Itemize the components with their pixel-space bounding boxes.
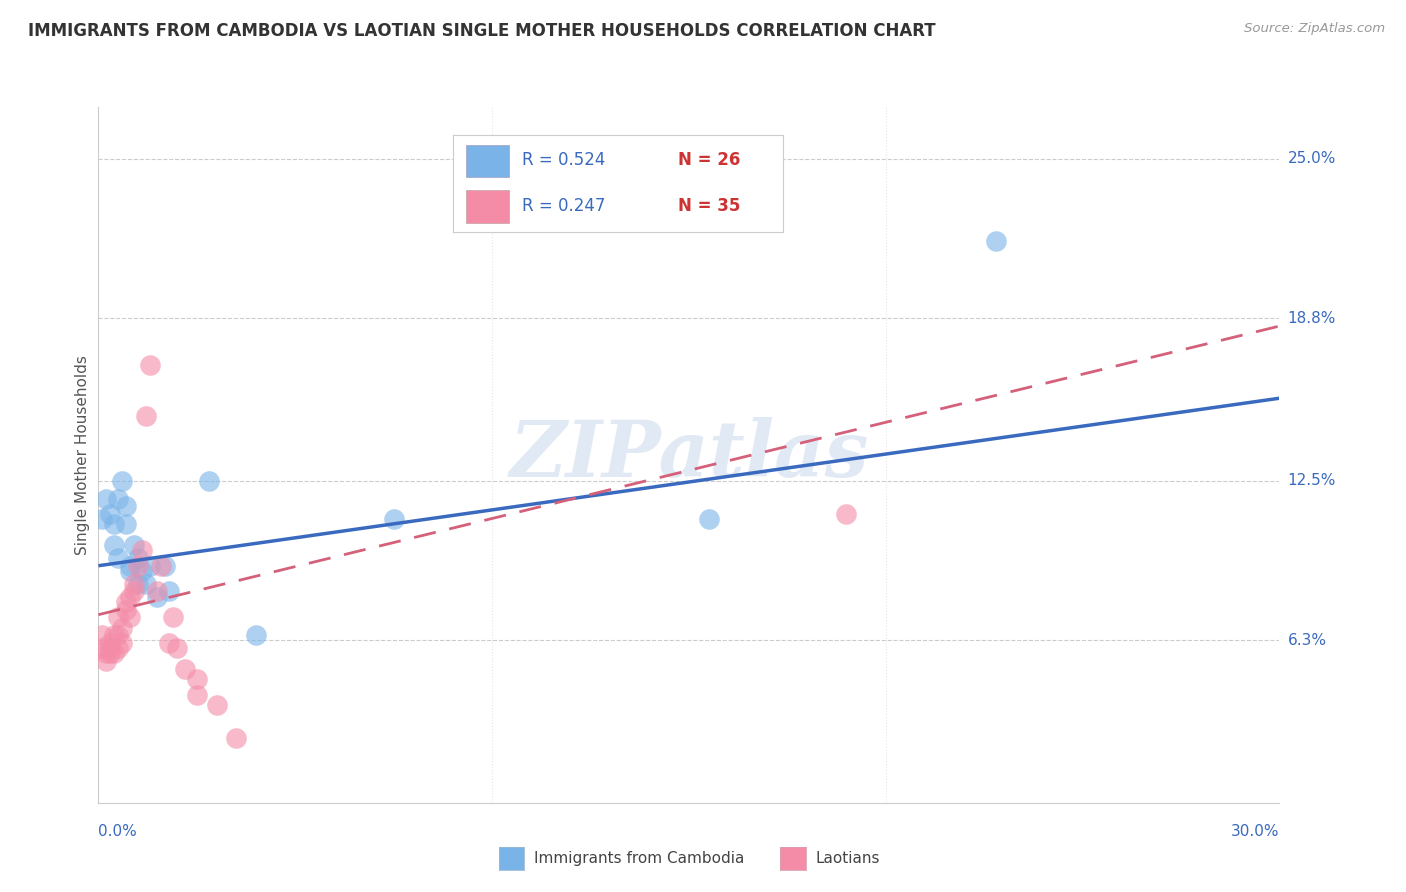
Point	[103, 646, 125, 660]
Point	[157, 636, 180, 650]
Text: R = 0.524: R = 0.524	[522, 152, 606, 169]
Text: Source: ZipAtlas.com: Source: ZipAtlas.com	[1244, 22, 1385, 36]
Text: N = 35: N = 35	[678, 197, 740, 215]
Point	[118, 610, 141, 624]
Text: 12.5%: 12.5%	[1288, 473, 1336, 488]
Point	[122, 576, 145, 591]
Point	[115, 595, 138, 609]
Point	[205, 698, 228, 712]
Point	[96, 646, 118, 660]
FancyBboxPatch shape	[465, 145, 509, 177]
Text: 30.0%: 30.0%	[1232, 823, 1279, 838]
Point	[197, 474, 219, 488]
Point	[115, 602, 138, 616]
Point	[98, 641, 121, 656]
Point	[91, 628, 114, 642]
Y-axis label: Single Mother Households: Single Mother Households	[75, 355, 90, 555]
Point	[155, 558, 177, 573]
Point	[127, 558, 149, 573]
Point	[115, 517, 138, 532]
Text: Laotians: Laotians	[815, 852, 880, 866]
Point	[835, 507, 858, 521]
Point	[98, 507, 121, 521]
Text: R = 0.247: R = 0.247	[522, 197, 606, 215]
Point	[91, 512, 114, 526]
Point	[103, 517, 125, 532]
Point	[225, 731, 247, 746]
Point	[107, 551, 129, 566]
Text: 25.0%: 25.0%	[1288, 151, 1336, 166]
Point	[135, 576, 157, 591]
Point	[107, 610, 129, 624]
Point	[174, 662, 197, 676]
Point	[162, 610, 184, 624]
Point	[127, 576, 149, 591]
Point	[135, 409, 157, 424]
Point	[186, 688, 208, 702]
Point	[382, 512, 405, 526]
Point	[157, 584, 180, 599]
Point	[115, 500, 138, 514]
Text: 6.3%: 6.3%	[1288, 633, 1327, 648]
Point	[131, 543, 153, 558]
Point	[103, 538, 125, 552]
Point	[122, 538, 145, 552]
Point	[131, 564, 153, 578]
Text: IMMIGRANTS FROM CAMBODIA VS LAOTIAN SINGLE MOTHER HOUSEHOLDS CORRELATION CHART: IMMIGRANTS FROM CAMBODIA VS LAOTIAN SING…	[28, 22, 936, 40]
Point	[111, 621, 134, 635]
Text: 0.0%: 0.0%	[98, 823, 138, 838]
Point	[118, 558, 141, 573]
Point	[91, 641, 114, 656]
Point	[118, 564, 141, 578]
Point	[127, 551, 149, 566]
Point	[122, 584, 145, 599]
Point	[146, 584, 169, 599]
Point	[111, 636, 134, 650]
Point	[96, 491, 118, 506]
Point	[98, 646, 121, 660]
Point	[107, 641, 129, 656]
Text: N = 26: N = 26	[678, 152, 740, 169]
Point	[166, 641, 188, 656]
Point	[98, 636, 121, 650]
Point	[107, 491, 129, 506]
Point	[138, 358, 160, 372]
Text: 18.8%: 18.8%	[1288, 310, 1336, 326]
Point	[111, 474, 134, 488]
Point	[103, 628, 125, 642]
Point	[697, 512, 720, 526]
Point	[138, 558, 160, 573]
Point	[186, 672, 208, 686]
Point	[984, 234, 1007, 248]
Point	[150, 558, 173, 573]
Point	[245, 628, 267, 642]
FancyBboxPatch shape	[465, 190, 509, 222]
Point	[96, 654, 118, 668]
Point	[146, 590, 169, 604]
Point	[107, 628, 129, 642]
Point	[118, 590, 141, 604]
Text: ZIPatlas: ZIPatlas	[509, 417, 869, 493]
Text: Immigrants from Cambodia: Immigrants from Cambodia	[534, 852, 745, 866]
